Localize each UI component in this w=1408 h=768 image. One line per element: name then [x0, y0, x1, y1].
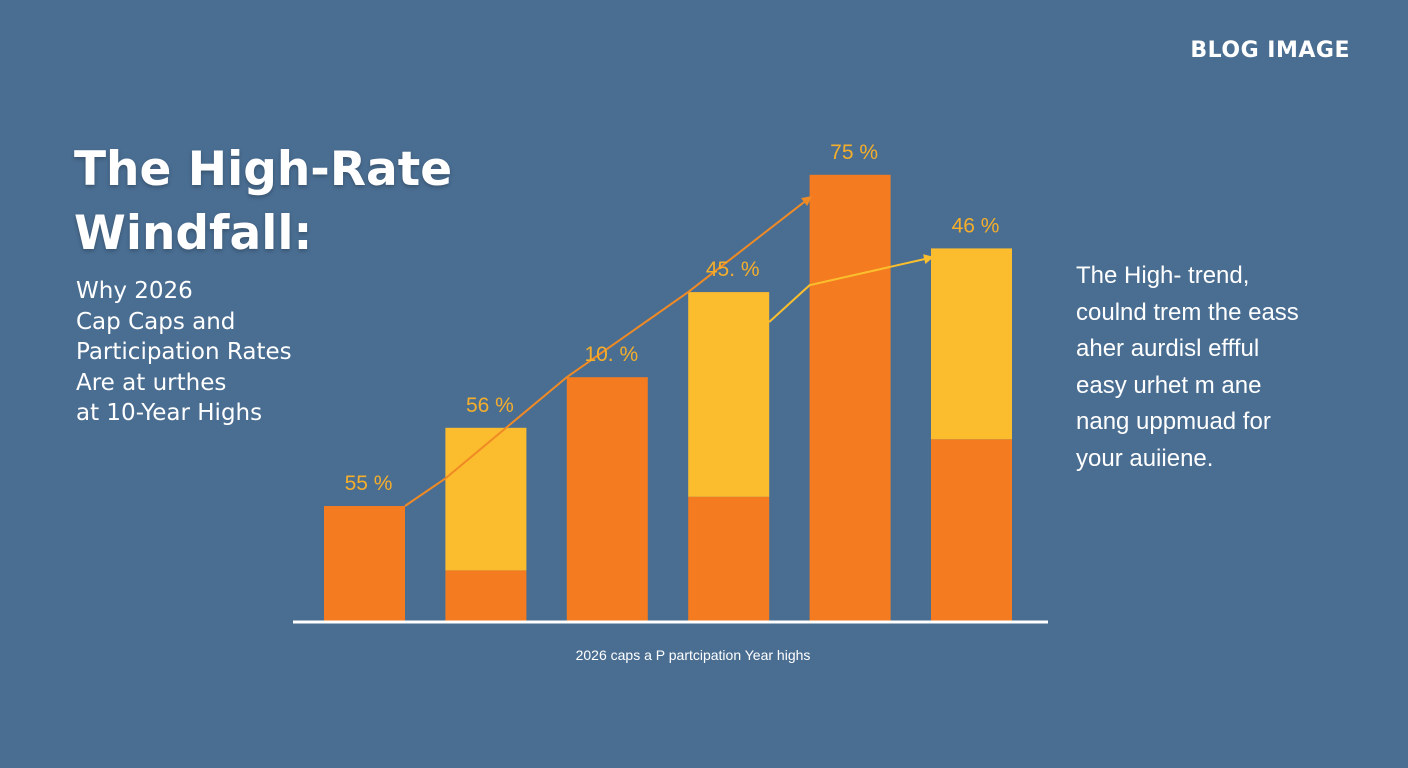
side-text-line: your auiiene. — [1076, 444, 1214, 472]
trend-line-2 — [768, 254, 934, 323]
side-text-line: aher aurdisl effful — [1076, 335, 1260, 362]
headline-line: The High-Rate — [74, 142, 453, 197]
trend-line-1 — [404, 195, 812, 507]
bar-value-label-5: 75 % — [830, 141, 878, 164]
subheadline: Why 2026 Cap Caps and Participation Rate… — [76, 276, 292, 429]
subhead-line: Cap Caps and — [76, 308, 236, 335]
subhead-line: at 10-Year Highs — [76, 400, 263, 426]
bar-value-label-3: 10. % — [584, 343, 638, 366]
side-description: The High- trend, coulnd trem the eass ah… — [1076, 258, 1299, 477]
bar-segment-2-yellow — [445, 427, 527, 571]
headline: The High-Rate Windfall: — [74, 138, 514, 266]
bar-segment-6-yellow — [931, 248, 1012, 440]
bar-value-label-6: 46 % — [952, 214, 1000, 237]
bar-value-label-2: 56 % — [466, 394, 514, 417]
chart-caption: 2026 caps a P partcipation Year highs — [576, 647, 811, 663]
brand-label: BLOG IMAGE — [1190, 38, 1350, 63]
bar-segment-4-yellow — [688, 292, 770, 497]
bar-value-label-4: 45. % — [706, 258, 760, 281]
bar-segment-1-orange — [324, 506, 405, 621]
bar-value-label-1: 55 % — [345, 472, 393, 495]
bar-segment-3-orange — [566, 377, 648, 621]
trend-lines-group — [404, 195, 934, 507]
subhead-line: Why 2026 — [76, 278, 193, 304]
bar-segment-4-orange — [688, 496, 770, 621]
side-text-line: coulnd trem the eass — [1076, 298, 1299, 326]
bars-group — [324, 174, 1012, 622]
side-text-line: nang uppmuad for — [1076, 408, 1271, 435]
bar-labels-group: 55 % 56 % 10. % 45. % 75 % 46 % — [345, 141, 1000, 495]
side-text-line: easy urhet m ane — [1076, 371, 1262, 399]
bar-segment-6-orange — [931, 439, 1012, 621]
bar-segment-2-orange — [445, 570, 527, 621]
bar-segment-5-orange — [809, 174, 891, 622]
headline-line: Windfall: — [74, 206, 313, 261]
subhead-line: Participation Rates — [76, 339, 292, 365]
side-text-line: The High- trend, — [1076, 262, 1250, 289]
subhead-line: Are at urthes — [76, 369, 227, 396]
